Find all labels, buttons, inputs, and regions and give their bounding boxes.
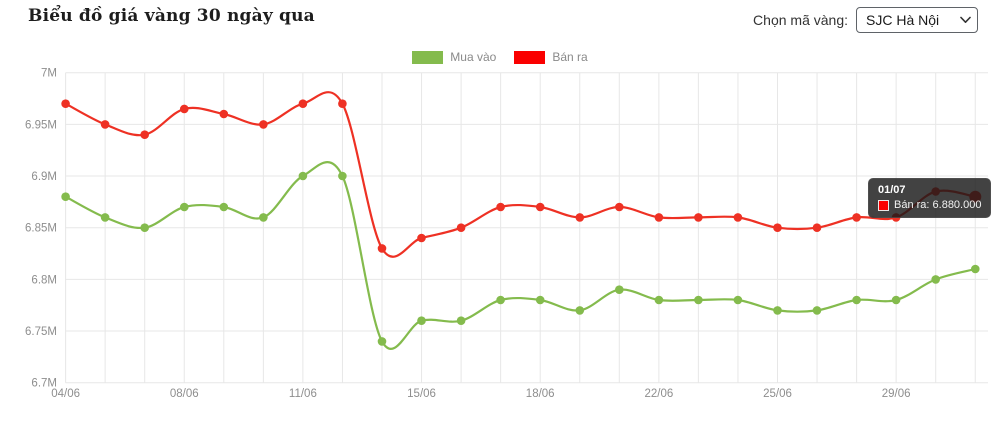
data-point[interactable]: [931, 275, 940, 284]
data-point[interactable]: [496, 295, 505, 305]
x-axis-label: 25/06: [763, 388, 792, 400]
legend-item-sell[interactable]: Bán ra: [514, 50, 588, 64]
data-point[interactable]: [140, 223, 149, 232]
select-label: Chọn mã vàng:: [753, 12, 848, 28]
data-point[interactable]: [575, 213, 585, 222]
data-point[interactable]: [100, 213, 110, 222]
data-point[interactable]: [259, 213, 268, 222]
data-point[interactable]: [694, 295, 703, 305]
data-point[interactable]: [971, 264, 980, 274]
data-point[interactable]: [338, 99, 347, 108]
data-point[interactable]: [219, 202, 229, 212]
data-point[interactable]: [812, 306, 822, 315]
data-point[interactable]: [654, 213, 664, 222]
gold-code-select-wrap: SJC Hà Nội: [856, 7, 978, 33]
data-point[interactable]: [615, 285, 624, 295]
data-point[interactable]: [852, 213, 861, 222]
x-axis-label: 15/06: [407, 388, 436, 400]
sell-series-swatch: [514, 50, 546, 64]
data-point[interactable]: [377, 337, 387, 346]
y-axis-label: 6.7M: [31, 378, 57, 390]
x-axis-label: 11/06: [289, 388, 317, 400]
x-axis-label: 29/06: [882, 388, 911, 400]
data-point[interactable]: [377, 244, 387, 253]
data-point[interactable]: [456, 316, 466, 326]
data-point[interactable]: [852, 295, 861, 305]
y-axis-label: 6.9M: [31, 171, 57, 183]
y-axis-label: 6.95M: [25, 119, 57, 131]
data-point[interactable]: [773, 223, 782, 232]
data-point[interactable]: [180, 104, 189, 114]
series-line-buy: [65, 161, 976, 350]
data-point[interactable]: [338, 171, 347, 181]
data-point[interactable]: [891, 295, 901, 305]
data-point[interactable]: [61, 99, 70, 108]
data-point[interactable]: [535, 295, 545, 305]
legend-item-buy[interactable]: Mua vào: [412, 50, 496, 64]
gold-code-select[interactable]: SJC Hà Nội: [856, 7, 978, 33]
data-point[interactable]: [180, 202, 189, 212]
x-axis-label: 08/06: [170, 388, 199, 400]
tooltip-date: 01/07: [878, 184, 906, 196]
buy-series-swatch: [412, 50, 444, 64]
data-point[interactable]: [773, 306, 782, 315]
tooltip: 01/07 Bán ra: 6.880.000: [868, 178, 992, 218]
data-point[interactable]: [694, 213, 703, 222]
x-axis-label: 04/06: [51, 388, 80, 400]
data-point[interactable]: [417, 316, 426, 326]
y-axis-label: 6.85M: [25, 223, 57, 235]
data-point[interactable]: [733, 295, 743, 305]
y-axis-label: 7M: [41, 68, 57, 80]
data-point[interactable]: [417, 233, 426, 243]
data-point[interactable]: [219, 109, 229, 119]
gold-code-control: Chọn mã vàng: SJC Hà Nội: [753, 7, 978, 33]
y-axis-label: 6.8M: [31, 274, 57, 286]
x-axis-label: 22/06: [644, 388, 673, 400]
data-point[interactable]: [100, 120, 110, 129]
data-point[interactable]: [733, 213, 743, 222]
legend-label-buy: Mua vào: [450, 50, 497, 64]
data-point[interactable]: [61, 192, 70, 201]
x-axis-label: 18/06: [526, 388, 555, 400]
y-axis-label: 6.75M: [25, 326, 57, 338]
tooltip-series-swatch: [878, 199, 889, 211]
data-point[interactable]: [654, 295, 664, 305]
tooltip-value: Bán ra: 6.880.000: [894, 199, 982, 211]
data-point[interactable]: [615, 202, 624, 212]
page-title: Biểu đồ giá vàng 30 ngày qua: [28, 6, 315, 26]
legend-label-sell: Bán ra: [552, 50, 588, 64]
data-point[interactable]: [456, 223, 466, 232]
chart-legend: Mua vào Bán ra: [0, 50, 1000, 64]
tooltip-row: Bán ra: 6.880.000: [878, 199, 981, 211]
data-point[interactable]: [298, 99, 308, 108]
data-point[interactable]: [812, 223, 822, 232]
data-point[interactable]: [575, 306, 585, 315]
data-point[interactable]: [496, 202, 505, 212]
series-line-sell: [65, 91, 976, 258]
data-point[interactable]: [140, 130, 149, 139]
data-point[interactable]: [259, 120, 268, 129]
data-point[interactable]: [535, 202, 545, 212]
data-point[interactable]: [298, 171, 308, 181]
